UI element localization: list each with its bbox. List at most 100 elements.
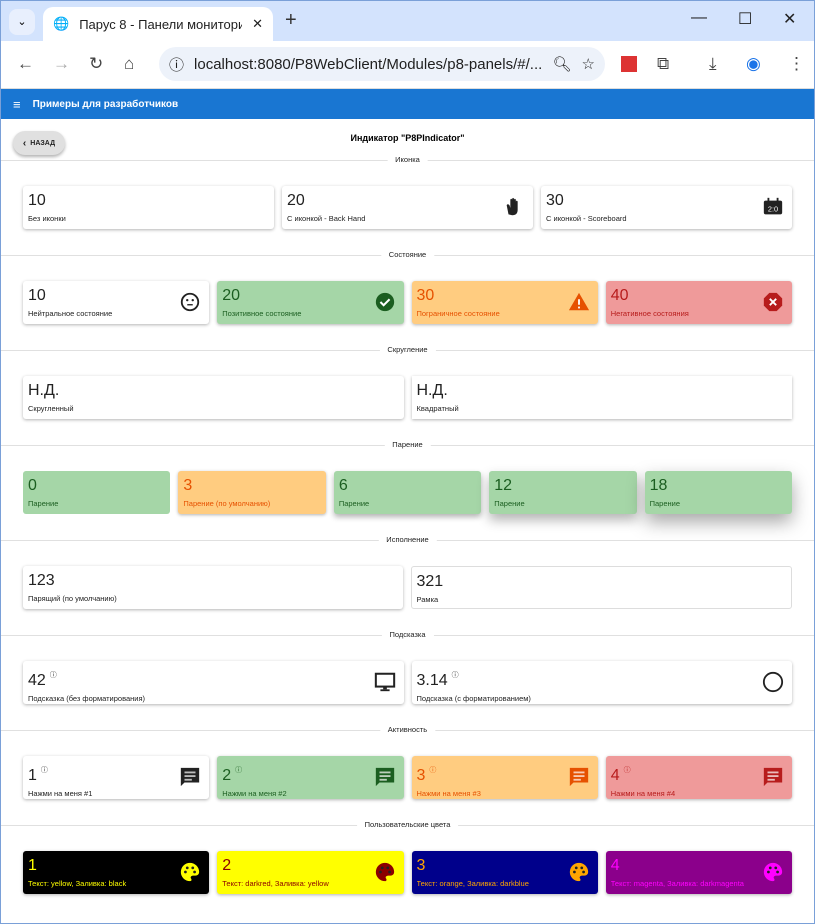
help-icon[interactable]: ⓘ: [49, 672, 57, 679]
globe-icon: 🌐: [53, 16, 70, 31]
menu-dots-icon[interactable]: ⋮: [788, 54, 805, 73]
indicator-card: Н.Д. Скругленный: [23, 376, 404, 419]
minimize-button[interactable]: —: [691, 9, 707, 26]
indicator-card: 3 Текст: orange, Заливка: darkblue: [411, 851, 598, 894]
help-icon[interactable]: ⓘ: [235, 767, 243, 774]
indicator-card: 12 Парение: [489, 471, 637, 514]
indicator-value: 4: [610, 857, 620, 874]
indicator-card[interactable]: 4 ⓘ Нажми на меня #4: [605, 756, 792, 799]
palette-icon: [181, 862, 200, 882]
back-icon[interactable]: ←: [17, 54, 34, 73]
chevron-left-icon: ‹: [22, 137, 27, 149]
back-button[interactable]: ‹ НАЗАД: [13, 131, 65, 155]
section-title: Иконка: [387, 155, 428, 164]
circle-icon: [762, 671, 784, 693]
indicator-label: Парящий (по умолчанию): [28, 594, 117, 603]
close-tab-icon[interactable]: ✕: [252, 16, 263, 31]
zoom-icon[interactable]: 🔍︎: [552, 56, 572, 73]
indicator-value: 20: [222, 287, 241, 304]
indicator-label: Парение: [649, 499, 681, 508]
close-window-button[interactable]: ✕: [783, 11, 797, 28]
profile-icon[interactable]: ◉: [746, 54, 761, 73]
star-icon[interactable]: ☆: [581, 56, 595, 73]
indicator-value: 6: [338, 477, 348, 494]
indicator-value: 30: [546, 192, 564, 209]
info-icon[interactable]: ⓘ: [169, 56, 185, 74]
section-divider: Активность: [1, 725, 814, 734]
help-icon[interactable]: ⓘ: [429, 767, 437, 774]
section: Скругление Н.Д. Скругленный Н.Д. Квадратный: [1, 345, 814, 445]
section-divider: Исполнение: [1, 535, 814, 544]
section-divider: Состояние: [1, 250, 814, 259]
indicator-label: Без иконки: [28, 214, 66, 223]
indicator-value: Н.Д.: [28, 382, 60, 399]
indicator-value: 3: [416, 767, 426, 784]
app-title: Примеры для разработчиков: [32, 98, 179, 110]
reload-icon[interactable]: ↻: [89, 54, 104, 73]
indicator-card[interactable]: 1 ⓘ Нажми на меня #1: [23, 756, 210, 799]
section-title: Парение: [384, 440, 431, 449]
indicator-card: 10 Без иконки: [23, 186, 274, 229]
forward-icon[interactable]: →: [53, 54, 70, 73]
back-hand-icon: [506, 197, 518, 216]
extensions-puzzle-icon[interactable]: ⧉: [657, 54, 670, 73]
indicator-card: 0 Парение: [23, 471, 171, 514]
indicator-value: 10: [28, 192, 46, 209]
help-icon[interactable]: ⓘ: [451, 672, 459, 679]
section-divider: Иконка: [1, 155, 814, 164]
indicator-value: 321: [416, 573, 444, 590]
indicator-label: Скругленный: [28, 404, 74, 413]
indicator-card: 1 Текст: yellow, Заливка: black: [23, 851, 210, 894]
indicator-card[interactable]: 2 ⓘ Нажми на меня #2: [217, 756, 404, 799]
section-divider: Парение: [1, 440, 814, 449]
new-tab-button[interactable]: +: [285, 9, 297, 31]
monitor-icon: [374, 672, 395, 692]
indicator-row: 1 ⓘ Нажми на меня #1 2 ⓘ Нажми на меня #2 3 ⓘ На…: [23, 756, 792, 799]
download-icon[interactable]: ⤓: [709, 54, 717, 73]
section-title: Подсказка: [381, 630, 434, 639]
indicator-value: 4: [610, 767, 620, 784]
indicator-value: 3: [416, 857, 426, 874]
indicator-value: 18: [649, 477, 668, 494]
indicator-label: Негативное состояния: [610, 309, 689, 318]
palette-icon: [375, 862, 394, 882]
help-icon[interactable]: ⓘ: [623, 767, 631, 774]
indicator-label: Нажми на меня #1: [28, 789, 93, 798]
indicator-row: 0 Парение 3 Парение (по умолчанию) 6 Парение 1…: [23, 471, 793, 514]
indicator-value: 2: [222, 767, 232, 784]
url-text: localhost:8080/P8WebClient/Modules/p8-pa…: [194, 55, 543, 73]
section-divider: Подсказка: [1, 630, 814, 639]
indicator-card[interactable]: 3 ⓘ Нажми на меня #3: [411, 756, 598, 799]
indicator-label: Подсказка (с форматированием): [416, 694, 531, 703]
indicator-value: 2: [222, 857, 232, 874]
indicator-value: 3: [183, 477, 193, 494]
section: Активность 1 ⓘ Нажми на меня #1 2 ⓘ Нажми на м…: [1, 725, 814, 825]
indicator-label: Парение: [494, 499, 525, 508]
maximize-button[interactable]: ☐: [738, 11, 753, 28]
section-divider: Пользовательские цвета: [1, 820, 814, 829]
indicator-label: Рамка: [416, 595, 439, 604]
url-input[interactable]: ⓘ localhost:8080/P8WebClient/Modules/p8-…: [159, 47, 605, 81]
indicator-row: 10 Нейтральное состояние 20 Позитивное сост…: [23, 281, 792, 324]
indicator-card: 3.14 ⓘ Подсказка (с форматированием): [411, 661, 792, 704]
extension-icon[interactable]: [621, 56, 637, 72]
comment-icon: [763, 767, 783, 787]
indicator-label: Нажми на меня #4: [610, 789, 676, 798]
section-title: Исполнение: [378, 535, 437, 544]
indicator-row: 1 Текст: yellow, Заливка: black 2 Текст: da…: [23, 851, 792, 894]
indicator-label: С иконкой - Back Hand: [287, 214, 366, 223]
tab-search-button[interactable]: ⌄: [9, 9, 35, 35]
home-icon[interactable]: ⌂: [124, 54, 135, 73]
menu-icon[interactable]: ≡: [13, 96, 21, 112]
indicator-label: Пограничное состояние: [416, 309, 500, 318]
indicator-row: 42 ⓘ Подсказка (без форматирования) 3.14 ⓘ По…: [23, 661, 792, 704]
indicator-value: 0: [28, 477, 37, 494]
section-title: Активность: [379, 725, 436, 734]
indicator-value: 12: [494, 477, 513, 494]
browser-tab[interactable]: 🌐 Парус 8 - Панели мониторинга ✕: [43, 7, 273, 41]
indicator-label: Нажми на меня #3: [416, 789, 481, 798]
section: Исполнение 123 Парящий (по умолчанию) 321 Ра…: [1, 535, 814, 635]
comment-icon: [375, 767, 394, 787]
page-title: Индикатор "P8PIndicator": [350, 133, 465, 143]
help-icon[interactable]: ⓘ: [40, 767, 48, 774]
